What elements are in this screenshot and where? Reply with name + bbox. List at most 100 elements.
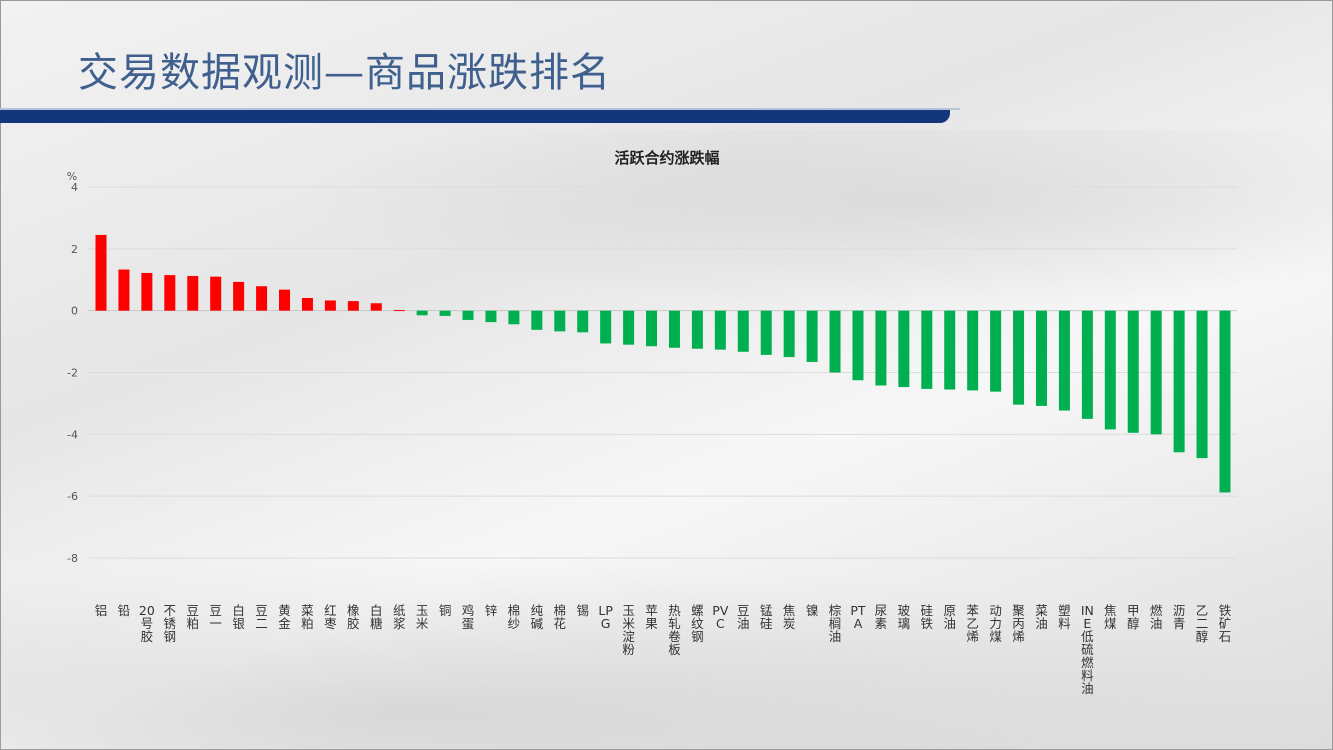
x-tick-label: 沥青 [1172, 603, 1186, 631]
world-map-background [300, 130, 1333, 310]
bar [760, 310, 772, 355]
bar [1058, 310, 1070, 411]
bar [508, 310, 520, 325]
bar [324, 300, 336, 311]
bar [990, 310, 1002, 392]
x-tick-label: 白糖 [369, 603, 383, 631]
x-tick-label: LPG [598, 603, 613, 631]
bar [921, 310, 933, 389]
bar [1173, 310, 1185, 453]
x-tick-label: 甲醇 [1126, 603, 1140, 631]
bar [783, 310, 795, 358]
bar [416, 310, 428, 316]
bars [95, 234, 1231, 493]
bar [439, 310, 451, 316]
bar [1013, 310, 1025, 405]
x-tick-label: INE低硫燃料油 [1080, 603, 1094, 696]
bar [393, 310, 405, 312]
y-axis-unit: % [67, 170, 77, 183]
y-tick-label: -2 [67, 367, 78, 380]
bar [944, 310, 956, 390]
bar [691, 310, 703, 349]
x-tick-label: 动力煤 [989, 603, 1002, 644]
header-divider-line [0, 108, 960, 110]
x-tick-label: 塑料 [1058, 603, 1071, 631]
x-tick-label: 20号胶 [138, 603, 155, 644]
x-tick-label: 原油 [943, 603, 956, 631]
slide-title: 交易数据观测—商品涨跌排名 [78, 50, 611, 96]
bar [1219, 310, 1231, 493]
bar [279, 289, 291, 311]
city-skyline-background [0, 560, 1333, 750]
x-tick-label: 锰硅 [759, 603, 773, 631]
x-tick-label: 鸡蛋 [461, 603, 475, 631]
x-tick-label: 焦煤 [1104, 603, 1117, 631]
bar [668, 310, 680, 348]
bar [1081, 310, 1093, 419]
x-tick-label: 玻璃 [897, 603, 911, 631]
bar [531, 310, 543, 330]
x-tick-label: PTA [850, 603, 866, 631]
header-bar [0, 110, 950, 123]
x-tick-label: 燃油 [1149, 603, 1163, 631]
bar [485, 310, 497, 323]
x-tick-label: 玉米 [415, 603, 429, 631]
x-tick-label: 棕榈油 [828, 603, 842, 644]
y-tick-label: 2 [71, 243, 78, 256]
bar [737, 310, 749, 352]
x-tick-label: 镍 [805, 603, 819, 618]
bar [1035, 310, 1047, 406]
x-tick-label: 铅 [117, 603, 131, 618]
x-tick-label: 纸浆 [392, 603, 406, 631]
x-tick-label: 苹果 [645, 603, 658, 631]
bar [1127, 310, 1139, 433]
x-tick-label: 苯乙烯 [966, 603, 979, 644]
x-tick-label: 红枣 [324, 603, 337, 631]
bar [164, 275, 176, 311]
x-tick-label: PVC [712, 603, 729, 631]
x-tick-label: 黄金 [278, 603, 291, 631]
bar [646, 310, 658, 347]
x-tick-label: 硅铁 [920, 603, 934, 631]
x-tick-label: 豆二 [255, 603, 268, 631]
x-tick-label: 螺纹钢 [691, 603, 704, 644]
bar [1150, 310, 1162, 435]
x-tick-label: 铁矿石 [1218, 603, 1232, 644]
bar [1104, 310, 1116, 430]
bar [554, 310, 566, 332]
x-tick-label: 铝 [94, 603, 108, 618]
x-tick-label: 玉米淀粉 [622, 603, 635, 657]
bar [714, 310, 726, 350]
bar [141, 272, 153, 311]
x-tick-label: 菜粕 [301, 603, 314, 631]
bar [210, 276, 222, 311]
x-tick-label: 聚丙烯 [1012, 603, 1025, 644]
x-tick-label: 热轧卷板 [668, 603, 681, 657]
x-tick-label: 棉纱 [507, 603, 521, 631]
bar [187, 276, 199, 311]
x-tick-label: 焦炭 [782, 603, 796, 631]
bar [967, 310, 979, 391]
bar [462, 310, 474, 320]
bar [118, 269, 130, 311]
chart-title: 活跃合约涨跌幅 [614, 149, 719, 167]
y-tick-label: -8 [67, 552, 78, 565]
x-tick-label: 不锈钢 [163, 603, 177, 644]
x-tick-label: 纯碱 [530, 603, 544, 631]
bar [806, 310, 818, 362]
x-tick-label: 铜 [438, 603, 452, 618]
x-tick-label: 乙二醇 [1195, 603, 1209, 644]
bar [1196, 310, 1208, 459]
bar [875, 310, 887, 386]
bar [577, 310, 589, 333]
bar [852, 310, 864, 381]
x-tick-label: 橡胶 [347, 603, 360, 631]
bar [95, 234, 107, 311]
y-tick-label: -4 [67, 428, 78, 441]
bar [301, 297, 313, 311]
x-tick-label: 豆粕 [186, 603, 199, 631]
bar [829, 310, 841, 373]
x-tick-label: 白银 [232, 603, 245, 631]
x-tick-label: 锌 [484, 603, 498, 618]
